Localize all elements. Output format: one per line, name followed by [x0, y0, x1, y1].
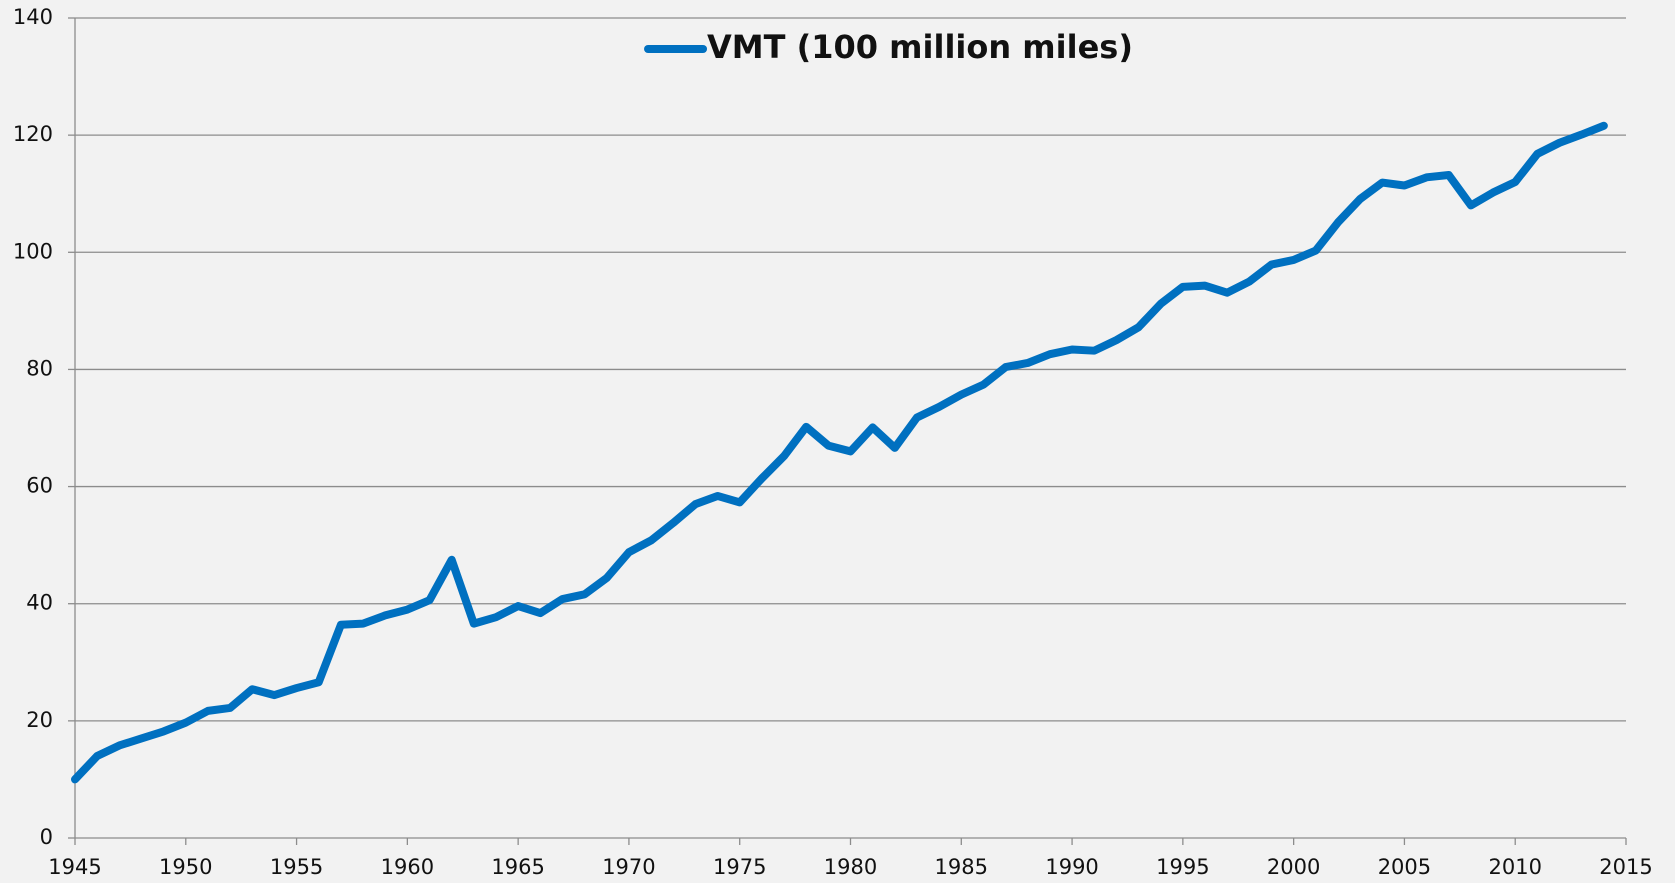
x-tick-label: 1960: [381, 855, 434, 879]
x-tick-label: 1975: [713, 855, 766, 879]
x-tick-label: 2005: [1378, 855, 1431, 879]
x-tick-label: 1945: [48, 855, 101, 879]
y-tick-label: 100: [13, 239, 53, 263]
x-tick-label: 1990: [1045, 855, 1098, 879]
line: [71, 121, 1608, 784]
x-tick-label: 1985: [935, 855, 988, 879]
x-tick-label: 1950: [159, 855, 212, 879]
y-tick-label: 0: [40, 825, 53, 849]
y-tick-label: 120: [13, 122, 53, 146]
x-tick-label: 1955: [270, 855, 323, 879]
x-tick-label: 2010: [1488, 855, 1541, 879]
x-tick-label: 2015: [1599, 855, 1652, 879]
y-tick-label: 60: [26, 474, 53, 498]
y-tick-label: 40: [26, 591, 53, 615]
y-tick-label: 140: [13, 5, 53, 29]
y-tick-label: 80: [26, 356, 53, 380]
x-tick-label: 1970: [602, 855, 655, 879]
x-tick-label: 2000: [1267, 855, 1320, 879]
x-tick-label: 1965: [491, 855, 544, 879]
x-tick-label: 1980: [824, 855, 877, 879]
legend-label: VMT (100 million miles): [707, 28, 1133, 66]
x-tick-label: 1995: [1156, 855, 1209, 879]
y-tick-label: 20: [26, 708, 53, 732]
